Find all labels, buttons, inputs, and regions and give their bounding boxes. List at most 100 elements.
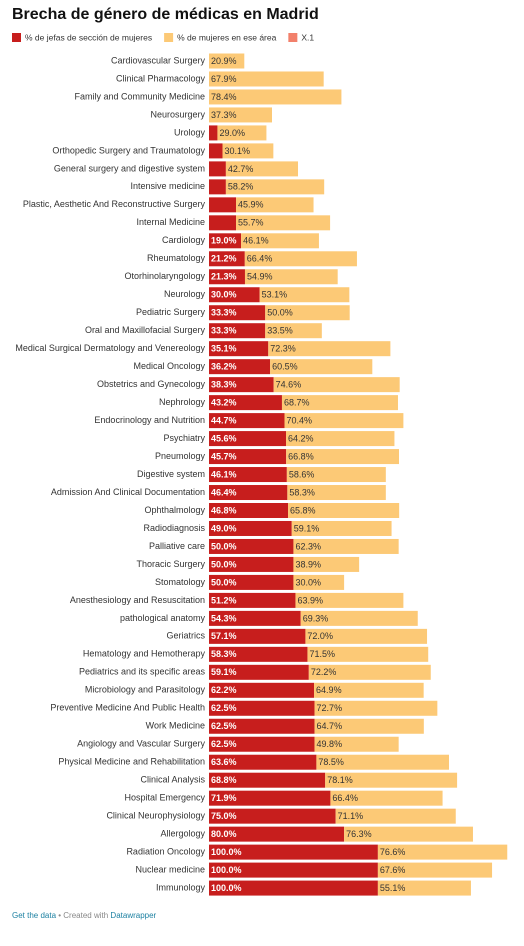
- category-label: Clinical Pharmacology: [116, 73, 206, 83]
- value-label: 53.1%: [262, 290, 288, 300]
- bar-segment: [330, 790, 443, 806]
- value-label: 49.0%: [211, 523, 237, 533]
- bar-segment: [209, 718, 315, 734]
- category-label: pathological anatomy: [120, 613, 206, 623]
- value-label: 46.4%: [211, 487, 237, 497]
- bar-segment: [209, 287, 260, 303]
- bar-segment: [314, 682, 424, 698]
- bar-segment: [209, 125, 218, 141]
- bar-segment: [209, 377, 274, 393]
- value-label: 33.3%: [211, 308, 237, 318]
- value-label: 42.7%: [228, 164, 254, 174]
- bar-segment: [268, 341, 391, 357]
- bar-segment: [377, 844, 508, 860]
- value-label: 51.2%: [211, 595, 237, 605]
- legend-label: % de jefas de sección de mujeres: [25, 32, 152, 42]
- value-label: 55.7%: [238, 218, 264, 228]
- category-label: Pneumology: [155, 451, 206, 461]
- value-label: 38.3%: [211, 380, 237, 390]
- bar-segment: [209, 754, 317, 770]
- bar-segment: [241, 233, 319, 249]
- category-label: Family and Community Medicine: [74, 91, 205, 101]
- bar-segment: [377, 862, 493, 878]
- value-label: 37.3%: [211, 110, 237, 120]
- chart-title: Brecha de género de médicas en Madrid: [12, 6, 319, 23]
- value-label: 64.7%: [317, 721, 343, 731]
- bar-segment: [300, 610, 418, 626]
- bar-segment: [209, 664, 309, 680]
- value-label: 50.0%: [211, 577, 237, 587]
- value-label: 59.1%: [294, 523, 320, 533]
- bar-segment: [209, 323, 266, 339]
- bar-segment: [209, 610, 301, 626]
- category-label: Obstetrics and Gynecology: [97, 379, 206, 389]
- legend-swatch: [164, 33, 174, 42]
- value-label: 50.0%: [267, 308, 293, 318]
- bar-segment: [225, 179, 325, 195]
- bar-segment: [286, 449, 399, 465]
- category-label: Intensive medicine: [130, 181, 205, 191]
- value-label: 71.1%: [338, 811, 364, 821]
- value-label: 66.8%: [288, 451, 314, 461]
- value-label: 63.9%: [297, 595, 323, 605]
- bar-segment: [244, 251, 357, 267]
- value-label: 45.7%: [211, 451, 237, 461]
- value-label: 30.0%: [211, 290, 237, 300]
- value-label: 46.1%: [211, 469, 237, 479]
- bar-segment: [209, 215, 237, 231]
- bar-segment: [209, 592, 296, 608]
- category-label: Clinical Analysis: [140, 775, 205, 785]
- bar-segment: [259, 287, 350, 303]
- bar-segment: [209, 449, 287, 465]
- bar-segment: [209, 413, 285, 429]
- bar-segment: [209, 305, 266, 321]
- value-label: 72.3%: [270, 344, 296, 354]
- data-link[interactable]: Get the data: [12, 911, 57, 920]
- category-label: Digestive system: [137, 469, 205, 479]
- value-label: 21.3%: [211, 272, 237, 282]
- bar-segment: [209, 161, 226, 177]
- bar-segment: [308, 664, 431, 680]
- bar-segment: [284, 413, 404, 429]
- bar-segment: [314, 736, 399, 752]
- value-label: 66.4%: [332, 793, 358, 803]
- bar-segment: [295, 592, 404, 608]
- value-label: 78.4%: [211, 92, 237, 102]
- value-label: 45.6%: [211, 433, 237, 443]
- bar-segment: [281, 395, 398, 411]
- bar-segment: [314, 718, 424, 734]
- value-label: 100.0%: [211, 883, 242, 893]
- value-label: 100.0%: [211, 865, 242, 875]
- value-label: 70.4%: [286, 415, 312, 425]
- value-label: 76.6%: [380, 847, 406, 857]
- bar-segment: [209, 53, 245, 69]
- category-label: Angiology and Vascular Surgery: [77, 739, 205, 749]
- category-label: Palliative care: [149, 541, 205, 551]
- bar-segment: [209, 71, 324, 87]
- value-label: 67.9%: [211, 74, 237, 84]
- value-label: 58.3%: [211, 649, 237, 659]
- bar-segment: [209, 503, 289, 518]
- category-label: Work Medicine: [146, 721, 205, 731]
- value-label: 66.4%: [247, 254, 273, 264]
- bar-segment: [307, 646, 429, 662]
- category-label: Radiation Oncology: [126, 846, 205, 856]
- bar-segment: [293, 556, 360, 572]
- value-label: 54.3%: [211, 613, 237, 623]
- value-label: 45.9%: [238, 200, 264, 210]
- bar-segment: [209, 682, 315, 698]
- bar-segment: [209, 772, 326, 788]
- category-label: General surgery and digestive system: [54, 163, 205, 173]
- bar-segment: [265, 323, 322, 339]
- bar-segment: [344, 826, 473, 842]
- category-label: Internal Medicine: [136, 217, 205, 227]
- bar-segment: [209, 844, 378, 860]
- bar-segment: [209, 197, 237, 213]
- bar-segment: [209, 179, 226, 195]
- category-label: Cardiovascular Surgery: [111, 55, 206, 65]
- bar-segment: [209, 107, 272, 123]
- category-label: Physical Medicine and Rehabilitation: [58, 757, 205, 767]
- bar-segment: [335, 808, 456, 824]
- tool-link[interactable]: Datawrapper: [110, 911, 156, 920]
